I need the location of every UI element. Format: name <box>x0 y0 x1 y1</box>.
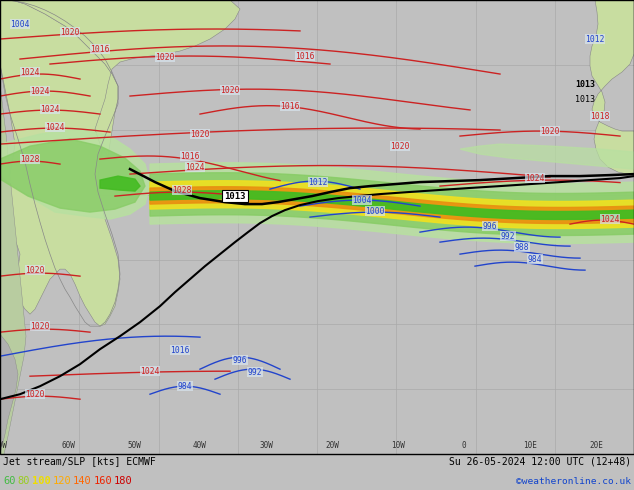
Text: 1020: 1020 <box>540 126 560 136</box>
Text: 992: 992 <box>248 368 262 377</box>
Text: 1020: 1020 <box>220 86 240 95</box>
Text: 1013: 1013 <box>224 192 246 200</box>
Text: 40W: 40W <box>193 441 207 450</box>
Text: Jet stream/SLP [kts] ECMWF: Jet stream/SLP [kts] ECMWF <box>3 456 156 466</box>
Text: 1012: 1012 <box>308 177 328 187</box>
Polygon shape <box>150 163 634 244</box>
Text: 1012: 1012 <box>585 34 605 44</box>
Text: 1028: 1028 <box>20 154 40 164</box>
Polygon shape <box>150 187 634 223</box>
Text: 1016: 1016 <box>171 345 190 355</box>
Text: 984: 984 <box>178 382 192 391</box>
Text: 1020: 1020 <box>25 266 45 274</box>
Polygon shape <box>150 181 634 228</box>
Text: 1020: 1020 <box>25 390 45 399</box>
Text: 1024: 1024 <box>30 87 49 96</box>
Text: 1013: 1013 <box>575 79 595 89</box>
Text: 984: 984 <box>527 255 542 264</box>
Text: 1020: 1020 <box>190 129 210 139</box>
Text: 80: 80 <box>18 476 30 486</box>
Polygon shape <box>0 0 26 454</box>
Polygon shape <box>0 334 18 454</box>
Text: 1004: 1004 <box>353 196 372 205</box>
Text: 1020: 1020 <box>155 52 175 62</box>
Text: 20E: 20E <box>589 441 603 450</box>
Text: 1004: 1004 <box>10 20 30 28</box>
Polygon shape <box>0 0 240 156</box>
Text: 992: 992 <box>501 232 515 241</box>
Text: 1028: 1028 <box>172 186 191 195</box>
Text: 996: 996 <box>482 221 497 231</box>
Text: 180: 180 <box>113 476 133 486</box>
Text: 1018: 1018 <box>590 112 610 121</box>
Text: 0: 0 <box>462 441 467 450</box>
Text: 1024: 1024 <box>20 68 40 76</box>
Text: 120: 120 <box>53 476 72 486</box>
Polygon shape <box>590 0 634 174</box>
Text: 10E: 10E <box>523 441 537 450</box>
Text: 1016: 1016 <box>180 151 200 161</box>
Polygon shape <box>150 191 634 220</box>
Text: 20W: 20W <box>325 441 339 450</box>
Text: 160: 160 <box>93 476 112 486</box>
Text: 50W: 50W <box>127 441 141 450</box>
Text: 1024: 1024 <box>140 367 160 376</box>
Text: 1024: 1024 <box>40 104 60 114</box>
Text: 1016: 1016 <box>280 101 300 111</box>
Text: 1020: 1020 <box>391 142 410 150</box>
Text: 1024: 1024 <box>45 122 65 131</box>
Text: Su 26-05-2024 12:00 UTC (12+48): Su 26-05-2024 12:00 UTC (12+48) <box>449 456 631 466</box>
Text: 1000: 1000 <box>365 207 385 216</box>
Text: 996: 996 <box>233 356 247 365</box>
Text: 140: 140 <box>73 476 92 486</box>
Text: 1024: 1024 <box>185 163 205 172</box>
Text: 1020: 1020 <box>60 27 80 37</box>
Text: 1016: 1016 <box>295 51 314 61</box>
Text: 60W: 60W <box>61 441 75 450</box>
Text: 100: 100 <box>32 476 51 486</box>
Polygon shape <box>150 173 634 236</box>
Text: 988: 988 <box>515 243 529 252</box>
Text: 1024: 1024 <box>600 215 620 223</box>
Text: 1013: 1013 <box>575 95 595 103</box>
Text: 10W: 10W <box>391 441 405 450</box>
Polygon shape <box>0 139 145 212</box>
Text: 60: 60 <box>3 476 15 486</box>
Polygon shape <box>0 0 120 326</box>
Text: 30W: 30W <box>259 441 273 450</box>
Text: 1016: 1016 <box>90 45 110 53</box>
Polygon shape <box>460 144 634 169</box>
Text: ©weatheronline.co.uk: ©weatheronline.co.uk <box>516 477 631 486</box>
Polygon shape <box>100 176 140 191</box>
Text: 1020: 1020 <box>30 321 49 331</box>
Text: 70W: 70W <box>0 441 7 450</box>
Text: 1024: 1024 <box>525 173 545 183</box>
Polygon shape <box>0 129 150 219</box>
